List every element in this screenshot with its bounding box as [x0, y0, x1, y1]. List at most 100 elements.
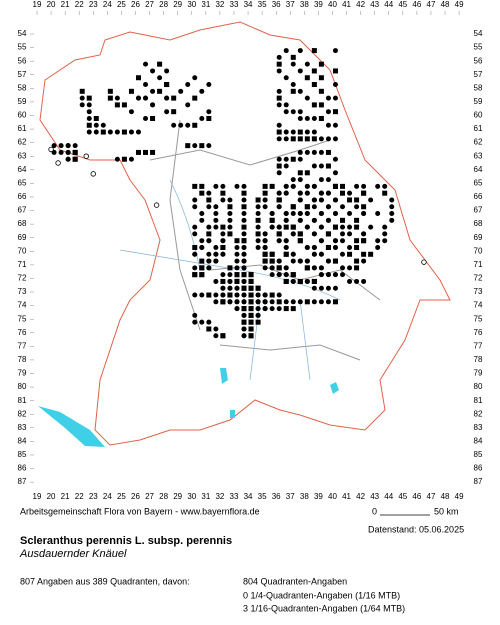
record-dot: [227, 285, 233, 291]
column-label: 22: [75, 0, 84, 9]
row-label: 57: [474, 70, 483, 79]
record-dot: [311, 115, 317, 121]
record-dot: [150, 88, 156, 94]
record-dot: [255, 292, 261, 298]
record-dot: [311, 285, 317, 291]
record-dot: [269, 224, 275, 230]
record-square: [304, 265, 310, 271]
record-square: [227, 265, 233, 271]
record-dot: [276, 306, 282, 312]
record-open: [55, 160, 61, 166]
record-square: [325, 244, 331, 250]
record-square: [269, 258, 275, 264]
column-label: 20: [47, 492, 56, 501]
record-square: [199, 258, 205, 264]
column-label: 25: [117, 0, 126, 9]
record-dot: [276, 190, 282, 196]
row-label: 71: [18, 260, 27, 269]
record-dot: [178, 88, 184, 94]
record-square: [304, 136, 310, 142]
record-dot: [290, 129, 296, 135]
record-square: [297, 129, 303, 135]
record-square: [72, 156, 78, 162]
record-square: [290, 224, 296, 230]
record-square: [185, 143, 191, 149]
record-dot: [283, 136, 289, 142]
record-dot: [234, 265, 240, 271]
record-dot: [290, 177, 296, 183]
column-label: 42: [356, 0, 365, 9]
record-dot: [199, 115, 205, 121]
record-dot: [241, 217, 247, 223]
record-open: [83, 153, 89, 159]
record-square: [206, 326, 212, 332]
record-dot: [135, 95, 141, 101]
record-dot: [262, 197, 268, 203]
record-dot: [283, 190, 289, 196]
record-open: [48, 146, 54, 153]
record-square: [361, 251, 367, 257]
record-square: [276, 163, 282, 169]
record-dot: [65, 156, 71, 162]
record-square: [241, 224, 247, 230]
record-dot: [276, 102, 282, 108]
row-label: 81: [18, 396, 27, 405]
record-square: [290, 156, 296, 162]
row-label: 55: [18, 43, 27, 52]
record-square: [206, 231, 212, 237]
record-dot: [318, 190, 324, 196]
record-dot: [227, 299, 233, 305]
record-dot: [185, 102, 191, 108]
row-label: 58: [474, 83, 483, 92]
record-square: [206, 197, 212, 203]
record-dot: [340, 224, 346, 230]
record-dot: [354, 183, 360, 189]
river: [119, 179, 341, 381]
record-dot: [86, 102, 92, 108]
record-square: [164, 82, 170, 88]
record-dot: [241, 197, 247, 203]
column-label: 25: [117, 492, 126, 501]
record-dot: [206, 190, 212, 196]
row-label: 83: [18, 423, 27, 432]
row-label: 54: [18, 29, 27, 38]
record-square: [248, 278, 254, 284]
column-label: 21: [61, 492, 70, 501]
row-label: 55: [474, 43, 483, 52]
record-dot: [192, 231, 198, 237]
column-label: 38: [300, 492, 309, 501]
record-square: [290, 272, 296, 278]
record-square: [311, 102, 317, 108]
record-dot: [311, 265, 317, 271]
record-dot: [283, 75, 289, 81]
record-square: [276, 129, 282, 135]
record-square: [255, 285, 261, 291]
record-square: [304, 299, 310, 305]
record-dot: [304, 278, 310, 284]
record-dot: [297, 177, 303, 183]
record-dot: [297, 258, 303, 264]
column-label: 44: [384, 0, 393, 9]
record-dot: [227, 217, 233, 223]
record-square: [340, 183, 346, 189]
record-dot: [192, 197, 198, 203]
record-dot: [332, 197, 338, 203]
record-dot: [311, 183, 317, 189]
lake: [38, 406, 105, 447]
record-dot: [332, 285, 338, 291]
row-label: 69: [474, 233, 483, 242]
record-dot: [143, 115, 149, 121]
record-dot: [213, 211, 219, 217]
record-square: [347, 197, 353, 203]
record-dot: [325, 122, 331, 128]
record-dot: [290, 231, 296, 237]
record-dot: [234, 258, 240, 264]
record-dot: [325, 204, 331, 210]
record-square: [340, 190, 346, 196]
record-dot: [185, 82, 191, 88]
record-dot: [297, 115, 303, 121]
record-dot: [304, 149, 310, 155]
record-dot: [325, 285, 331, 291]
record-dot: [164, 95, 170, 101]
record-dot: [311, 244, 317, 250]
